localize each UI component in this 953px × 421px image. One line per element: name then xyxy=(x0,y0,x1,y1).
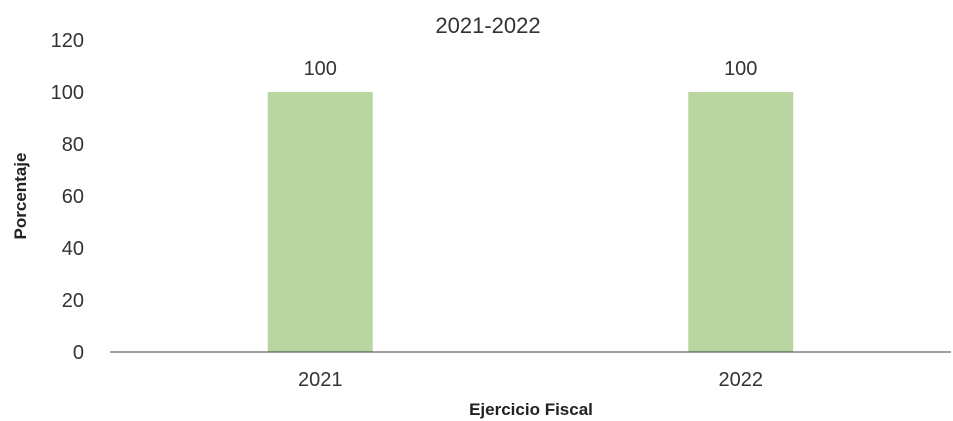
data-labels: 100 100 xyxy=(304,58,758,80)
y-tick-label: 80 xyxy=(62,134,84,156)
data-label: 100 xyxy=(724,58,757,80)
y-tick-label: 120 xyxy=(51,30,84,52)
y-tick-label: 40 xyxy=(62,238,84,260)
x-tick-label: 2022 xyxy=(719,369,764,391)
data-label: 100 xyxy=(304,58,337,80)
y-tick-label: 20 xyxy=(62,290,84,312)
bar-2022 xyxy=(688,92,793,352)
chart-title: 2021-2022 xyxy=(435,13,540,38)
x-axis-title: Ejercicio Fiscal xyxy=(469,400,593,419)
y-tick-label: 0 xyxy=(73,342,84,364)
x-tick-label: 2021 xyxy=(298,369,343,391)
bar-2021 xyxy=(268,92,373,352)
y-axis-ticks: 0 20 40 60 80 100 120 xyxy=(51,30,84,364)
x-axis-ticks: 2021 2022 xyxy=(298,369,763,391)
bars xyxy=(268,92,794,352)
y-axis-title: Porcentaje xyxy=(11,153,30,240)
y-tick-label: 60 xyxy=(62,186,84,208)
y-tick-label: 100 xyxy=(51,82,84,104)
